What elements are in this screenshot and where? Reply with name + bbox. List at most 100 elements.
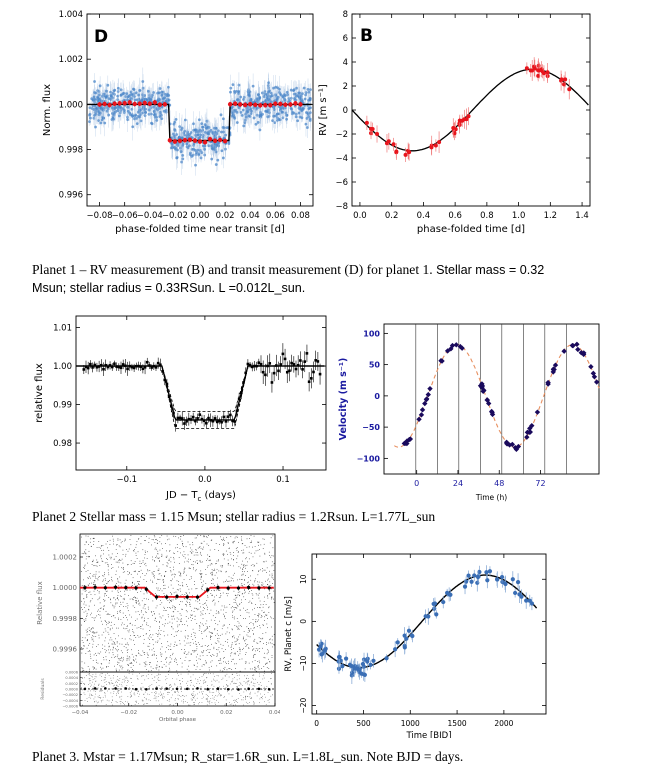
flux-point (160, 654, 162, 656)
flux-point (108, 642, 109, 644)
flux-point (89, 653, 91, 655)
flux-point (161, 97, 165, 101)
flux-point (217, 640, 219, 642)
flux-point (132, 366, 136, 370)
residual-point (213, 678, 214, 680)
flux-point (91, 582, 93, 584)
x-tick-label: 0.0 (353, 211, 367, 221)
flux-point (243, 637, 244, 639)
flux-point (118, 588, 120, 590)
residual-point (249, 693, 250, 695)
flux-point (195, 151, 198, 154)
flux-point (112, 567, 114, 568)
residual-point (151, 692, 153, 693)
flux-point (176, 664, 178, 666)
flux-point (131, 661, 132, 663)
flux-point (196, 549, 197, 551)
flux-point (296, 119, 300, 123)
flux-point (87, 631, 88, 632)
flux-point (220, 420, 223, 424)
flux-point (257, 643, 259, 644)
flux-point (176, 544, 178, 545)
flux-point (105, 610, 107, 612)
flux-point (92, 575, 93, 577)
flux-point (150, 611, 152, 612)
flux-point (117, 114, 121, 118)
flux-point (123, 617, 124, 618)
flux-point (187, 554, 189, 556)
flux-point (216, 643, 217, 644)
flux-point (230, 577, 232, 579)
residual-y-tick-label: 0.0006 (65, 671, 78, 675)
flux-point (205, 662, 207, 664)
flux-point (156, 668, 157, 670)
residual-point (128, 680, 129, 682)
flux-point (100, 94, 104, 98)
flux-point (245, 558, 247, 560)
residual-point (259, 673, 260, 675)
residual-point (115, 680, 117, 682)
flux-point (214, 574, 216, 576)
rv-point (403, 152, 408, 157)
flux-point (261, 615, 262, 616)
residual-point (164, 689, 166, 691)
residual-point (203, 674, 204, 676)
residual-point (222, 688, 224, 689)
flux-point (140, 626, 141, 627)
flux-point (249, 584, 250, 586)
flux-point (206, 655, 208, 656)
flux-point (85, 629, 87, 631)
flux-point (159, 578, 161, 580)
residual-point (131, 682, 132, 683)
flux-point (133, 117, 136, 121)
flux-point (97, 644, 99, 646)
flux-point (219, 651, 221, 653)
flux-point (205, 421, 208, 425)
residual-point (236, 675, 238, 676)
flux-point (245, 652, 247, 653)
flux-point (189, 601, 191, 603)
flux-point (310, 377, 313, 380)
flux-point (161, 555, 163, 557)
flux-point (240, 584, 242, 586)
flux-point (141, 563, 142, 564)
x-tick-label: 1.4 (575, 211, 589, 221)
flux-point (167, 645, 169, 647)
flux-point (118, 662, 120, 664)
flux-point (211, 574, 213, 575)
flux-point (90, 614, 91, 616)
flux-point (308, 98, 312, 102)
flux-point (93, 635, 95, 637)
residual-point (252, 685, 254, 687)
flux-point (259, 641, 261, 643)
flux-point (126, 642, 128, 644)
flux-point (205, 569, 206, 570)
flux-point (82, 668, 84, 669)
flux-point (97, 610, 98, 612)
residual-point (213, 699, 215, 700)
x-tick-label: 0.04 (241, 211, 260, 221)
flux-point (209, 564, 211, 566)
flux-point (195, 549, 196, 551)
residual-point (91, 689, 92, 690)
binned-point (202, 140, 208, 145)
flux-point (105, 593, 106, 595)
flux-point (202, 618, 204, 620)
flux-point (165, 609, 167, 611)
flux-point (170, 600, 171, 601)
flux-point (185, 592, 187, 593)
flux-point (243, 589, 245, 590)
flux-point (104, 574, 105, 575)
residual-point (201, 702, 203, 703)
flux-point (139, 602, 140, 604)
flux-point (182, 585, 184, 587)
flux-point (169, 661, 171, 663)
flux-point (112, 604, 113, 606)
residual-point (182, 681, 183, 682)
flux-point (167, 614, 169, 615)
flux-point (132, 665, 134, 666)
rv-point (552, 362, 559, 368)
flux-point (144, 608, 146, 610)
flux-point (161, 556, 162, 557)
flux-point (83, 579, 84, 581)
